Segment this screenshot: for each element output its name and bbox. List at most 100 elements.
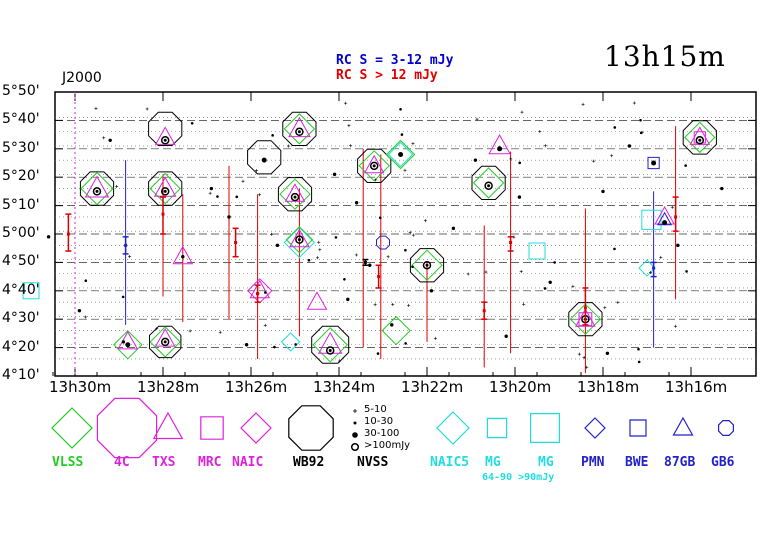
nvss-source bbox=[368, 263, 372, 267]
nvss-source-core bbox=[698, 138, 702, 142]
nvss-source bbox=[627, 144, 632, 148]
nvss-source-core bbox=[163, 138, 167, 142]
nvss-source bbox=[398, 151, 404, 157]
marker-vlss bbox=[149, 326, 181, 358]
nvss-faint-source bbox=[273, 345, 276, 349]
nvss-source bbox=[92, 187, 102, 196]
nvss-faint-source bbox=[235, 195, 239, 199]
x-tick-label: 13h28m bbox=[137, 378, 200, 396]
nvss-source bbox=[548, 280, 552, 284]
marker-wb92 bbox=[148, 111, 183, 146]
y-tick-label: 4°30' bbox=[2, 310, 40, 327]
error-bar-center bbox=[377, 275, 381, 279]
marker-mrc bbox=[578, 312, 593, 327]
marker-txs bbox=[84, 175, 110, 198]
y-tick-label: 5°40' bbox=[2, 111, 40, 128]
nvss-source bbox=[504, 334, 508, 338]
nvss-faint-source bbox=[637, 360, 641, 364]
marker-wb92 bbox=[247, 140, 282, 175]
y-tick-label: 5°20' bbox=[2, 168, 40, 185]
marker-vlss bbox=[381, 315, 411, 346]
nvss-source-core bbox=[297, 238, 301, 242]
x-tick-label: 13h22m bbox=[401, 378, 464, 396]
marker-wb92 bbox=[148, 171, 183, 206]
y-tick-label: 4°40' bbox=[2, 281, 40, 298]
nvss-faint-source bbox=[400, 133, 404, 136]
nvss-source bbox=[354, 201, 359, 205]
nvss-faint-source bbox=[376, 352, 380, 355]
marker-wb92 bbox=[682, 120, 717, 155]
legend-symbol-mg bbox=[486, 417, 508, 439]
nvss-faint-source bbox=[684, 164, 687, 167]
error-bar-center bbox=[652, 266, 656, 270]
nvss-source bbox=[484, 181, 493, 190]
nvss-faint-source bbox=[553, 261, 556, 264]
rc-high-label: RC S > 12 mJy bbox=[336, 68, 438, 83]
marker-txs bbox=[363, 154, 385, 174]
marker-mg bbox=[528, 242, 546, 260]
legend-label-87gb: 87GB bbox=[664, 455, 696, 470]
y-tick-label: 5°00' bbox=[2, 225, 40, 241]
marker-txs bbox=[288, 116, 311, 138]
nvss-source bbox=[108, 138, 112, 142]
legend-label-bwe: BWE bbox=[625, 455, 649, 470]
marker-naic5 bbox=[387, 141, 414, 168]
marker-naic5 bbox=[283, 226, 316, 259]
nvss-legend-dot bbox=[352, 432, 358, 438]
nvss-faint-source bbox=[271, 134, 274, 137]
nvss-source bbox=[651, 160, 657, 166]
nvss-source bbox=[295, 127, 304, 137]
legend-label-naic: NAIC bbox=[232, 455, 264, 470]
marker-mg bbox=[641, 209, 662, 230]
nvss-source bbox=[227, 215, 231, 219]
nvss-source-core bbox=[297, 130, 301, 134]
legend-label-gb6: GB6 bbox=[711, 455, 735, 470]
nvss-source bbox=[275, 243, 280, 248]
marker-txs bbox=[289, 228, 310, 248]
marker-wb92 bbox=[409, 248, 445, 283]
nvss-source bbox=[290, 192, 300, 202]
marker-bwe bbox=[647, 156, 660, 170]
nvss-source-core bbox=[328, 348, 332, 352]
error-bar-center bbox=[124, 243, 128, 247]
nvss-source-core bbox=[293, 195, 297, 199]
error-bar-center bbox=[256, 292, 260, 296]
marker-wb92 bbox=[471, 165, 506, 200]
marker-txs bbox=[488, 133, 511, 155]
x-tick-label: 13h18m bbox=[577, 378, 640, 396]
marker-naic5 bbox=[280, 332, 301, 352]
nvss-faint-source bbox=[294, 343, 297, 346]
legend-label-pmn: PMN bbox=[581, 455, 605, 470]
error-bar-center bbox=[674, 215, 678, 219]
error-bar-center bbox=[482, 309, 486, 313]
marker-vlss bbox=[283, 113, 316, 145]
marker-txs bbox=[154, 328, 176, 347]
nvss-source bbox=[390, 323, 394, 327]
nvss-source bbox=[517, 195, 522, 199]
nvss-faint-source bbox=[378, 216, 382, 220]
legend-label-txs: TXS bbox=[152, 455, 176, 470]
nvss-faint-source bbox=[613, 247, 616, 251]
nvss-source bbox=[473, 158, 478, 162]
nvss-source bbox=[160, 187, 170, 196]
nvss-source bbox=[295, 235, 304, 244]
marker-gb6 bbox=[376, 235, 390, 250]
legend-symbol-gb6 bbox=[717, 420, 735, 436]
epoch-label: J2000 bbox=[62, 70, 102, 86]
mg-range-label: 64-90 >90mJy bbox=[482, 472, 555, 483]
marker-vlss bbox=[358, 150, 390, 182]
legend-label-wb92: WB92 bbox=[293, 455, 325, 470]
nvss-source-core bbox=[163, 340, 167, 344]
y-tick-label: 4°20' bbox=[2, 338, 40, 355]
nvss-source-core bbox=[95, 189, 99, 193]
nvss-source bbox=[121, 340, 126, 344]
legend-symbol-txs bbox=[152, 411, 184, 440]
nvss-faint-source bbox=[518, 161, 522, 165]
x-tick-label: 13h24m bbox=[313, 378, 376, 396]
legend-label-mrc: MRC bbox=[198, 455, 222, 470]
nvss-source-core bbox=[425, 263, 429, 267]
error-bar-center bbox=[363, 260, 367, 264]
nvss-faint-source bbox=[404, 248, 407, 252]
legend-symbol-mg2 bbox=[529, 413, 561, 443]
